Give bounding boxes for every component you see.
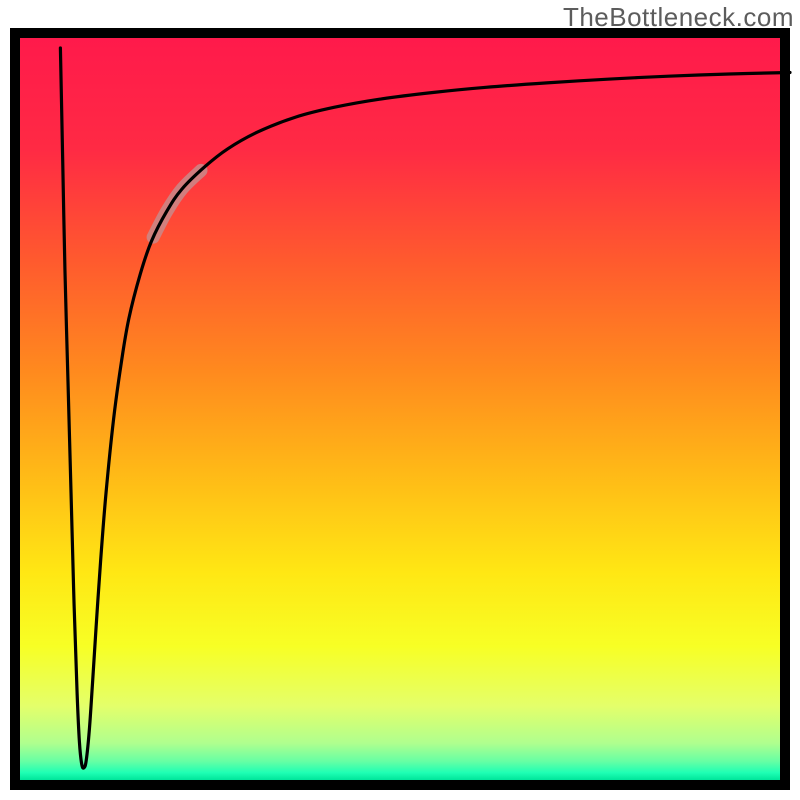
plot-area: [10, 28, 790, 790]
performance-curve: [60, 48, 790, 768]
bottleneck-chart: TheBottleneck.com: [0, 0, 800, 800]
curve-overlay: [30, 48, 790, 790]
highlight-band: [153, 170, 201, 237]
